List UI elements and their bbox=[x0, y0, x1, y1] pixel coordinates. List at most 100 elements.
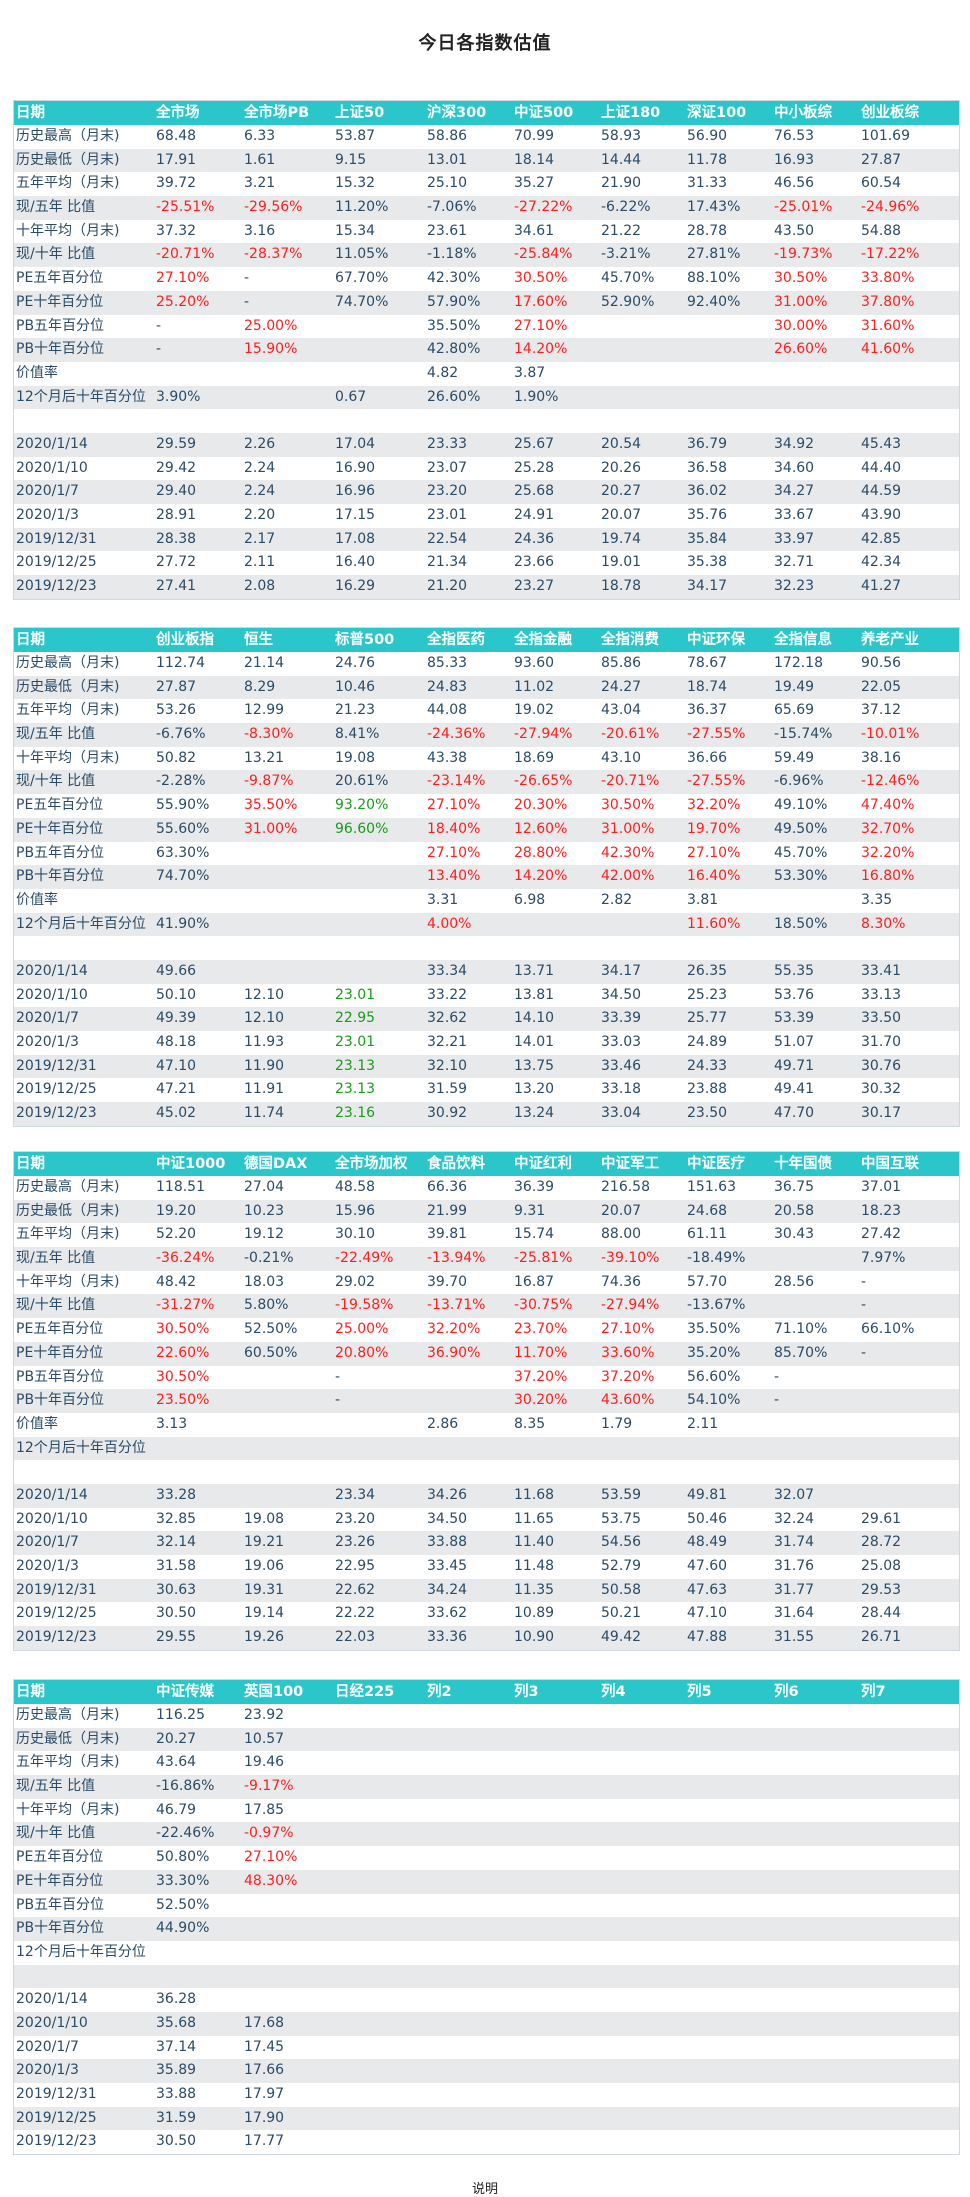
column-header: 全市场PB bbox=[244, 105, 310, 121]
table-cell: 21.22 bbox=[601, 222, 642, 239]
row-label: 2019/12/25 bbox=[16, 1605, 97, 1622]
table-cell bbox=[687, 386, 774, 410]
table-cell: - bbox=[861, 1297, 867, 1314]
table-cell bbox=[514, 1965, 601, 1989]
table-cell: -20.61% bbox=[601, 726, 660, 743]
table-cell: 34.17 bbox=[601, 962, 642, 979]
table-row: PB五年百分位 - 25.00% 35.50% 27.10% 30.00% 31.60% bbox=[14, 314, 959, 339]
table-cell bbox=[514, 1917, 601, 1941]
column-header: 全指金融 bbox=[514, 632, 572, 648]
table-cell: 88.10% bbox=[687, 270, 741, 287]
row-label: 价值率 bbox=[16, 891, 58, 908]
table-cell bbox=[156, 1965, 244, 1989]
table-cell bbox=[427, 2107, 514, 2131]
table-cell: 31.55 bbox=[774, 1629, 815, 1646]
table-row: 五年平均（月末) 43.64 19.46 bbox=[14, 1751, 959, 1776]
table-cell bbox=[427, 2083, 514, 2107]
table-cell: 13.75 bbox=[514, 1057, 555, 1074]
table-cell bbox=[514, 2059, 601, 2083]
table-cell bbox=[427, 1460, 514, 1484]
table-cell: 33.80% bbox=[861, 270, 915, 287]
table-cell: 20.80% bbox=[335, 1344, 389, 1361]
table-cell: 47.63 bbox=[687, 1581, 728, 1598]
table-cell: 30.50% bbox=[514, 270, 568, 287]
table-cell: 38.16 bbox=[861, 749, 902, 766]
table-cell bbox=[774, 2107, 861, 2131]
table-cell: 23.70% bbox=[514, 1321, 568, 1338]
table-cell: 34.27 bbox=[774, 483, 815, 500]
table-cell bbox=[687, 2012, 774, 2036]
table-cell: 6.33 bbox=[244, 128, 276, 144]
table-cell: 28.56 bbox=[774, 1273, 815, 1290]
table-cell bbox=[156, 1941, 244, 1965]
table-cell: 27.10% bbox=[687, 844, 741, 861]
table-cell: 20.27 bbox=[601, 483, 642, 500]
table-cell: 42.30% bbox=[427, 270, 481, 287]
table-cell: 24.27 bbox=[601, 678, 642, 695]
row-label: 现/五年 比值 bbox=[16, 1778, 96, 1795]
table-cell: 27.87 bbox=[861, 151, 902, 168]
table-cell: 51.07 bbox=[774, 1034, 815, 1050]
table-cell: 22.05 bbox=[861, 678, 902, 695]
table-cell: - bbox=[156, 317, 162, 334]
table-cell: 17.97 bbox=[244, 2086, 285, 2102]
table-cell: 27.87 bbox=[156, 678, 197, 695]
table-cell bbox=[687, 1870, 774, 1894]
table-cell: 11.78 bbox=[687, 151, 728, 168]
row-label: 12个月后十年百分位 bbox=[16, 1439, 146, 1456]
column-header: 创业板综 bbox=[861, 105, 919, 121]
table-cell: 112.74 bbox=[156, 655, 205, 671]
table-cell: 60.50% bbox=[244, 1344, 298, 1361]
table-row: 十年平均（月末) 50.82 13.21 19.08 43.38 18.69 43.10 36… bbox=[14, 746, 959, 771]
table-cell: 58.86 bbox=[427, 128, 468, 144]
table-cell: 9.31 bbox=[514, 1202, 546, 1219]
table-cell bbox=[335, 315, 427, 339]
table-cell bbox=[774, 1988, 861, 2012]
table-cell: 33.04 bbox=[601, 1105, 642, 1122]
table-cell: 35.84 bbox=[687, 530, 728, 547]
column-header: 德国DAX bbox=[244, 1156, 308, 1172]
table-cell bbox=[687, 2036, 774, 2060]
table-cell: 48.30% bbox=[244, 1872, 298, 1889]
table-cell bbox=[514, 1941, 601, 1965]
table-cell: 44.59 bbox=[861, 483, 902, 500]
table-cell: -25.01% bbox=[774, 199, 833, 216]
table-cell: 15.90% bbox=[244, 341, 298, 358]
table-cell: 39.72 bbox=[156, 175, 197, 192]
table-cell: 26.60% bbox=[427, 388, 481, 405]
table-cell bbox=[514, 1775, 601, 1799]
table-cell: 76.53 bbox=[774, 128, 815, 144]
table-cell: 33.88 bbox=[156, 2086, 197, 2102]
table-cell: 90.56 bbox=[861, 655, 902, 671]
row-label: 2019/12/23 bbox=[16, 1105, 97, 1122]
table-cell: -17.22% bbox=[861, 246, 920, 263]
table-cell: 13.24 bbox=[514, 1105, 555, 1122]
table-cell: -7.06% bbox=[427, 199, 477, 216]
table-cell bbox=[861, 1941, 959, 1965]
table-cell: 20.30% bbox=[514, 797, 568, 814]
table-cell: 22.22 bbox=[335, 1605, 376, 1622]
table-cell: 31.77 bbox=[774, 1581, 815, 1598]
table-cell bbox=[601, 1775, 687, 1799]
table-row: 2020/1/14 29.59 2.26 17.04 23.33 25.67 20.54 36… bbox=[14, 432, 959, 457]
table-cell: 42.85 bbox=[861, 530, 902, 547]
table-cell: 23.26 bbox=[335, 1534, 376, 1551]
table-cell bbox=[687, 1941, 774, 1965]
row-label: PB十年百分位 bbox=[16, 1392, 105, 1409]
table-cell: -20.71% bbox=[156, 246, 215, 263]
table-cell bbox=[335, 1704, 427, 1728]
row-label: PB五年百分位 bbox=[16, 1896, 105, 1913]
row-label: 2019/12/25 bbox=[16, 554, 97, 571]
table-cell: 24.33 bbox=[687, 1057, 728, 1074]
table-cell bbox=[861, 1366, 959, 1390]
table-row: 五年平均（月末) 53.26 12.99 21.23 44.08 19.02 43.04 36… bbox=[14, 699, 959, 724]
table-cell: 28.78 bbox=[687, 222, 728, 239]
footer-note: 说明 bbox=[471, 2182, 498, 2197]
table-cell: 23.50 bbox=[687, 1105, 728, 1122]
table-cell: 37.80% bbox=[861, 293, 915, 310]
row-label: 2020/1/10 bbox=[16, 2014, 88, 2031]
table-cell: 18.03 bbox=[244, 1273, 285, 1290]
table-cell: 33.97 bbox=[774, 530, 815, 547]
table-cell: 25.08 bbox=[861, 1558, 902, 1574]
table-cell bbox=[335, 1846, 427, 1870]
